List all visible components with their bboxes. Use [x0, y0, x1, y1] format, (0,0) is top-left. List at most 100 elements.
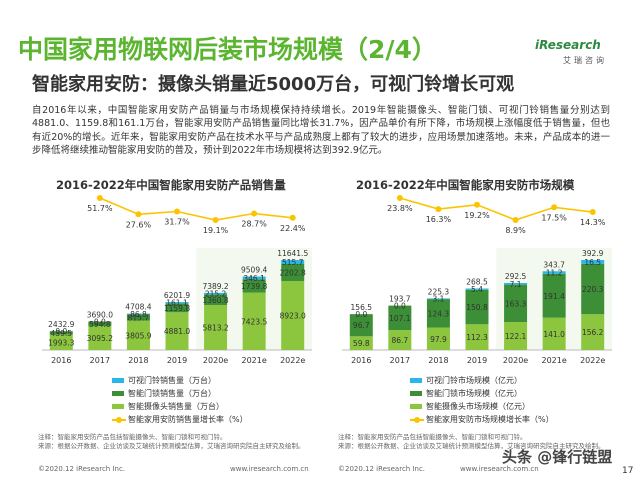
bar-segment	[465, 324, 489, 350]
logo-subtext: 艾瑞咨询	[563, 56, 607, 65]
bar-segment	[504, 282, 528, 285]
bar-value-label: 594.8	[89, 320, 111, 329]
summary-paragraph: 自2016年以来，中国智能家用安防产品销量与市场规模保持持续增长。2019年智能…	[32, 105, 610, 157]
left-legend: 可视门铃销售量（万台） 智能门锁销售量（万台） 智能摄像头销售量（万台） 智能家用安防…	[112, 374, 248, 426]
bar-segment	[242, 279, 266, 293]
category-label: 2022e	[280, 356, 305, 365]
bar-segment	[49, 334, 73, 350]
bar-value-label: 11.2	[546, 269, 563, 278]
bar-value-label: 124.3	[428, 309, 450, 318]
category-label: 2019	[167, 356, 187, 365]
total-label: 193.7	[389, 295, 411, 304]
category-label: 2019	[467, 356, 487, 365]
bar-segment	[542, 273, 566, 318]
bar-value-label: 215.2	[205, 290, 227, 299]
bar-segment	[165, 302, 189, 304]
bar-value-label: 163.3	[505, 299, 527, 308]
total-label: 2432.9	[48, 320, 74, 329]
bar-segment	[165, 312, 189, 350]
bar-segment	[581, 263, 605, 315]
bar-value-label: 0.0	[94, 317, 106, 326]
bar-value-label: 191.4	[543, 292, 565, 301]
bar-value-label: 0.0	[55, 327, 67, 336]
legend-label: 智能门锁市场规模（亿元）	[426, 389, 522, 398]
growth-label: 16.3%	[426, 215, 452, 224]
bar-value-label: 4881.0	[164, 327, 190, 336]
growth-point	[251, 210, 258, 217]
left-footnote: 注释：智能家用安防产品包括智能摄像头、智能门锁和可视门铃。 来源：根据公开数据、…	[38, 433, 313, 451]
bar-segment	[204, 305, 228, 350]
growth-point	[96, 195, 103, 201]
category-label: 2018	[128, 356, 148, 365]
bar-value-label: 515.7	[282, 258, 304, 267]
bar-value-label: 59.8	[353, 339, 370, 348]
right-url: www.iresearch.com.cn	[460, 465, 539, 473]
bar-segment	[388, 330, 412, 350]
legend-item: 智能摄像头销售量（万台）	[112, 400, 248, 413]
bar-segment	[388, 305, 412, 331]
bar-value-label: 150.8	[466, 303, 488, 312]
total-label: 6201.9	[164, 291, 190, 300]
category-label: 2022e	[580, 356, 605, 365]
bar-segment	[349, 336, 373, 350]
category-label: 2017	[90, 356, 110, 365]
legend-label: 可视门铃市场规模（亿元）	[426, 376, 522, 385]
bar-value-label: 1159.8	[164, 304, 190, 313]
legend-item: 智能家用安防市场规模增长率（%）	[410, 413, 554, 426]
bar-segment	[126, 320, 150, 350]
total-label: 343.7	[543, 260, 565, 269]
growth-point	[474, 201, 480, 208]
left-chart-title: 2016-2022年中国智能家用安防产品销售量	[56, 178, 286, 192]
growth-label: 19.2%	[464, 211, 490, 220]
bar-value-label: 7423.5	[241, 317, 267, 326]
bar-segment	[165, 303, 189, 313]
bar-value-label: 815.7	[128, 313, 150, 322]
bar-segment	[281, 281, 305, 350]
bar-value-label: 161.1	[166, 299, 188, 308]
bar-value-label: 1360.8	[202, 296, 228, 305]
growth-label: 8.9%	[505, 226, 526, 235]
legend-item: 智能家用安防销售量增长率（%）	[112, 413, 248, 426]
total-label: 156.5	[351, 303, 373, 312]
bar-value-label: 107.1	[389, 314, 411, 323]
legend-item: 智能摄像头市场规模（亿元）	[410, 400, 554, 413]
market-size-chart: 59.896.70.0156.5201686.7107.10.0193.7201…	[342, 195, 612, 365]
bar-value-label: 2202.8	[280, 269, 306, 278]
legend-label: 可视门铃销售量（万台）	[128, 376, 216, 385]
category-label: 2021e	[242, 356, 267, 365]
bar-segment	[88, 321, 112, 327]
bar-value-label: 0.0	[355, 310, 367, 319]
legend-swatch	[410, 404, 422, 409]
category-label: 2020e	[203, 356, 228, 365]
total-label: 292.5	[505, 272, 527, 281]
bar-value-label: 346.1	[243, 274, 265, 283]
bar-segment	[465, 288, 489, 290]
page-number: 17	[622, 466, 634, 476]
bar-segment	[581, 314, 605, 350]
total-label: 225.3	[428, 287, 450, 296]
bar-segment	[88, 326, 112, 350]
left-copyright: ©2020.12 iResearch Inc.	[38, 465, 126, 473]
total-label: 392.9	[582, 249, 604, 258]
bar-value-label: 0.0	[394, 302, 406, 311]
category-label: 2020e	[503, 356, 528, 365]
category-label: 2016	[351, 356, 371, 365]
page-subtitle: 智能家用安防：摄像头销量近5000万台，可视门铃增长可观	[32, 74, 515, 95]
page-title: 中国家用物联网后装市场规模（2/4）	[18, 35, 437, 64]
legend-line-swatch	[410, 416, 424, 423]
bar-value-label: 1739.8	[241, 282, 267, 291]
bar-segment	[349, 314, 373, 337]
bar-segment	[542, 317, 566, 350]
right-chart-title: 2016-2022年中国智能家用安防市场规模	[356, 178, 575, 192]
total-label: 3690.0	[87, 310, 113, 319]
growth-point	[512, 217, 519, 223]
total-label: 4708.4	[125, 303, 151, 312]
growth-line	[399, 197, 593, 221]
legend-item: 智能门锁市场规模（亿元）	[410, 387, 554, 400]
legend-label: 智能家用安防市场规模增长率（%）	[426, 415, 554, 424]
bar-value-label: 96.7	[353, 321, 370, 330]
bar-segment	[542, 271, 566, 274]
right-legend: 可视门铃市场规模（亿元） 智能门锁市场规模（亿元） 智能摄像头市场规模（亿元） 智能家…	[410, 374, 554, 426]
bar-value-label: 220.3	[582, 285, 604, 294]
growth-point	[435, 206, 442, 213]
